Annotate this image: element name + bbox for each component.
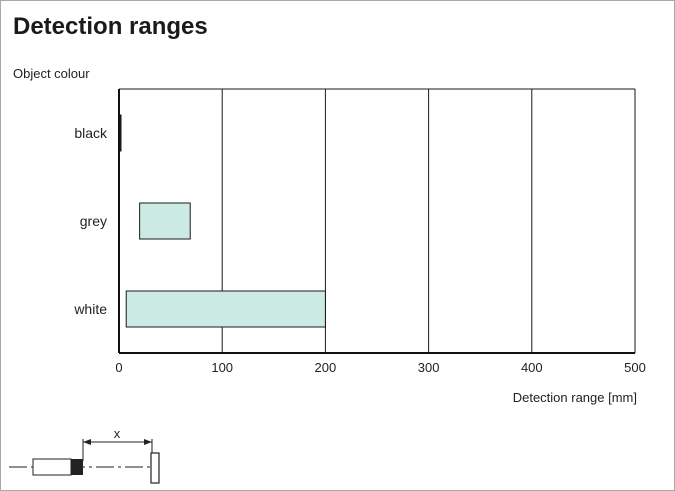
category-label-grey: grey <box>80 213 107 229</box>
x-tick-label: 100 <box>211 360 233 375</box>
dimension-arrow-right <box>144 439 152 445</box>
x-tick-label: 0 <box>115 360 122 375</box>
grid-lines <box>119 88 636 353</box>
target-object <box>150 452 160 484</box>
y-axis-label: Object colour <box>13 66 90 81</box>
dimension-label: x <box>114 426 121 441</box>
sensor-body <box>32 458 72 476</box>
bars <box>118 114 326 328</box>
bar-grey <box>139 202 191 240</box>
sensor-diagram: x <box>9 426 160 484</box>
bar-white <box>125 290 326 328</box>
x-tick-label: 200 <box>315 360 337 375</box>
category-label-black: black <box>74 125 108 141</box>
x-tick-labels: 0 100 200 300 400 500 <box>115 360 645 375</box>
sensor-head <box>71 459 83 475</box>
x-tick-label: 500 <box>624 360 646 375</box>
category-labels: black grey white <box>73 125 108 317</box>
x-axis-label: Detection range [mm] <box>513 390 637 405</box>
axes <box>118 89 635 354</box>
page-title: Detection ranges <box>13 13 208 40</box>
x-tick-label: 300 <box>418 360 440 375</box>
dimension-arrow-left <box>83 439 91 445</box>
x-tick-label: 400 <box>521 360 543 375</box>
category-label-white: white <box>73 301 107 317</box>
